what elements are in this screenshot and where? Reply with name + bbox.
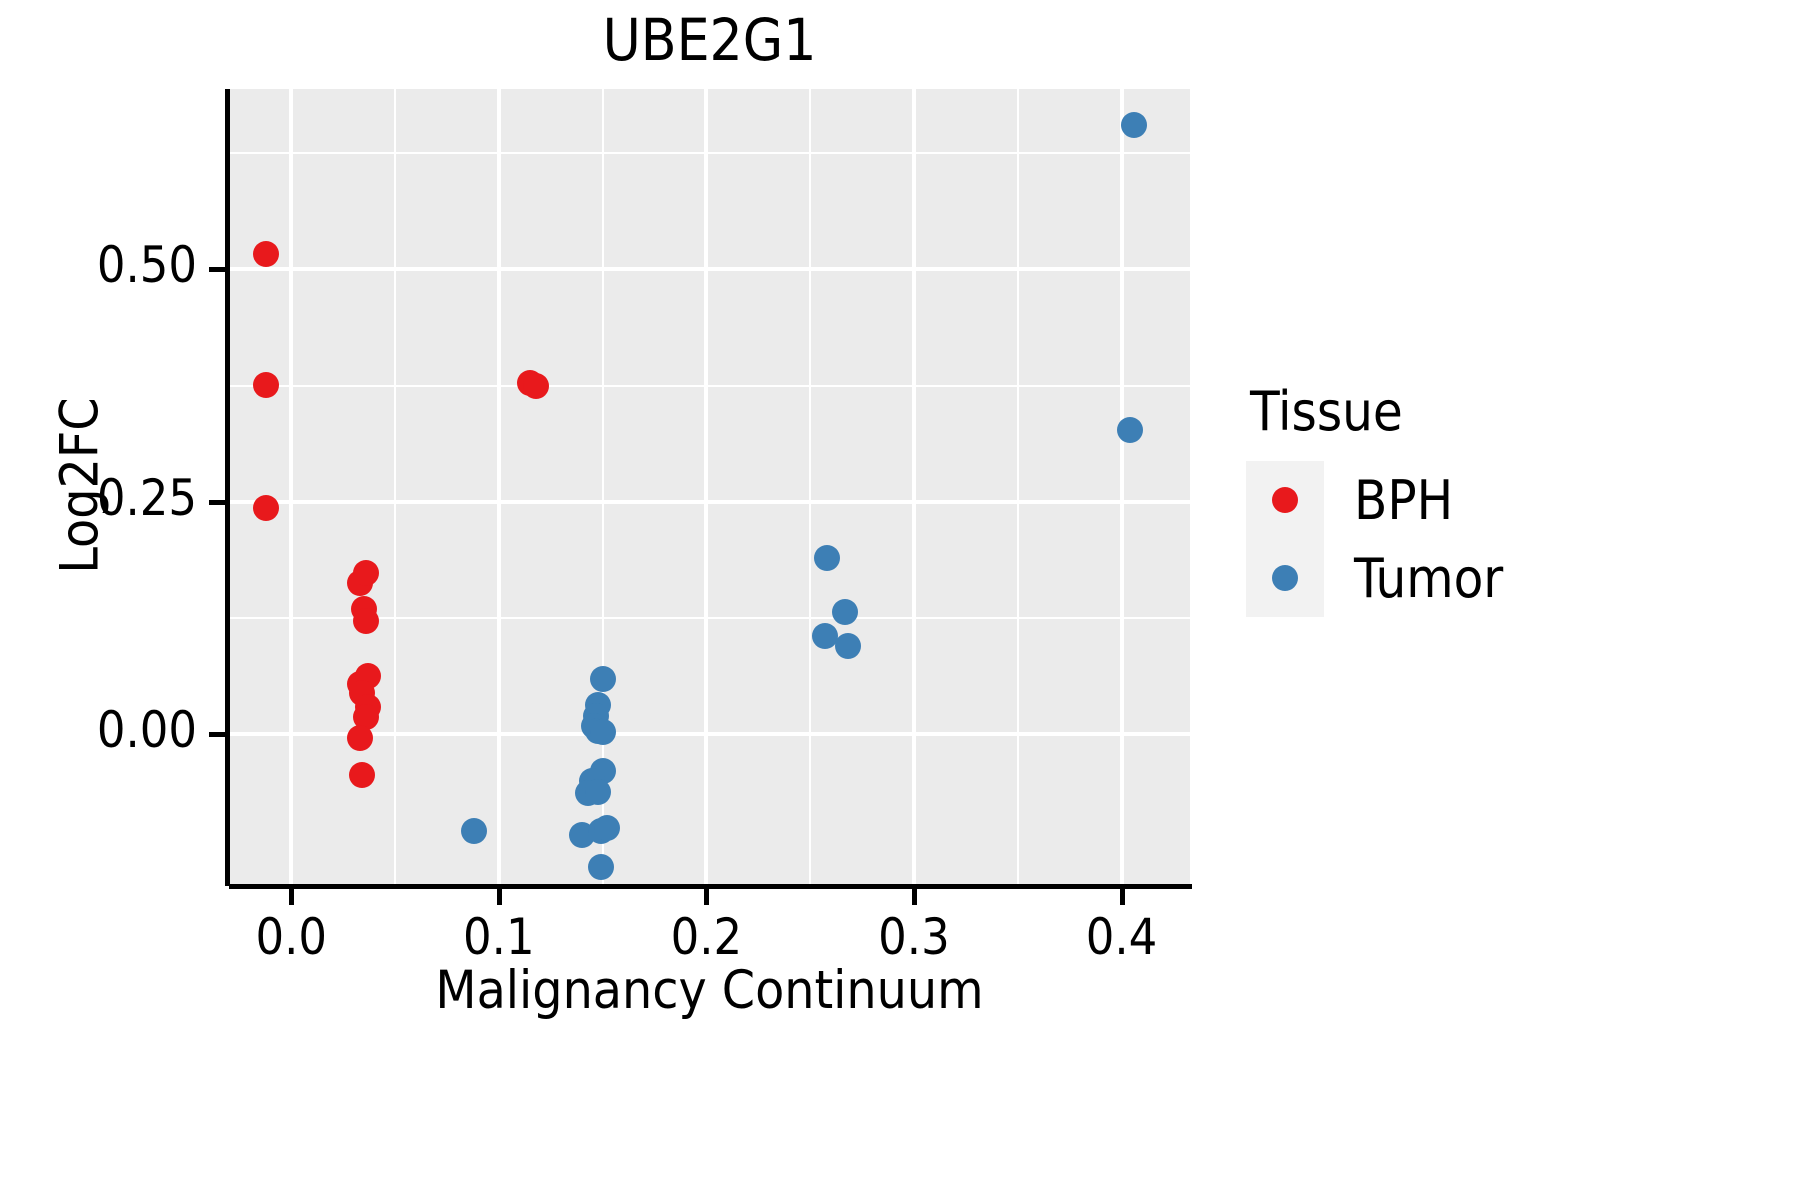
gridline-major-vertical — [496, 89, 501, 884]
legend-entries: BPH Tumor — [1246, 461, 1786, 617]
scatter-point-bph — [253, 240, 280, 267]
x-axis-line — [229, 884, 1192, 889]
x-axis-tick-label: 0.2 — [670, 908, 743, 966]
y-axis-line — [225, 89, 230, 886]
y-axis-tick-label: 0.25 — [96, 468, 197, 527]
gridline-minor-vertical — [809, 89, 812, 884]
scatter-point-bph — [523, 372, 550, 399]
x-axis-tick-label: 0.1 — [463, 908, 535, 966]
scatter-point-tumor — [813, 544, 840, 571]
scatter-point-tumor — [811, 622, 838, 649]
legend-entry-label: Tumor — [1354, 546, 1504, 610]
x-axis-title: Malignancy Continuum — [435, 960, 984, 1021]
gridline-major-vertical — [704, 89, 709, 884]
scatter-point-tumor — [832, 599, 859, 626]
x-axis-tick — [911, 889, 917, 905]
y-axis-tick-label: 0.00 — [96, 701, 197, 760]
legend-key-swatch — [1246, 461, 1324, 539]
legend-entry-label: BPH — [1354, 468, 1454, 532]
scatter-point-tumor — [1120, 112, 1147, 139]
gridline-minor-vertical — [1016, 89, 1019, 884]
x-axis-tick — [289, 889, 295, 905]
gridline-major-horizontal — [229, 732, 1190, 737]
scatter-point-tumor — [834, 632, 861, 659]
scatter-point-tumor — [1116, 417, 1143, 444]
scatter-point-tumor — [589, 666, 616, 693]
x-axis-tick-label: 0.3 — [878, 908, 950, 966]
gridline-major-horizontal — [229, 267, 1190, 272]
x-axis-tick — [704, 889, 710, 905]
gridline-minor-horizontal — [229, 384, 1190, 387]
scatter-point-bph — [253, 495, 280, 522]
y-axis-title: Log2FC — [49, 397, 111, 574]
y-axis-tick-label: 0.50 — [96, 236, 197, 295]
gridline-major-horizontal — [229, 499, 1190, 504]
gridline-minor-horizontal — [229, 152, 1190, 155]
scatter-point-bph — [348, 762, 375, 789]
gridline-minor-vertical — [601, 89, 604, 884]
legend-dot-icon — [1272, 565, 1298, 591]
scatter-point-tumor — [593, 815, 620, 842]
scatter-point-bph — [253, 371, 280, 398]
gridline-minor-horizontal — [229, 617, 1190, 620]
scatter-point-tumor — [587, 854, 614, 881]
plot-panel — [229, 89, 1190, 884]
x-axis-tick — [496, 889, 502, 905]
legend-entry-tumor[interactable]: Tumor — [1246, 539, 1786, 617]
legend-title: Tissue — [1250, 380, 1403, 443]
gridline-minor-vertical — [394, 89, 397, 884]
y-axis-tick — [209, 267, 226, 273]
legend-dot-icon — [1272, 487, 1298, 513]
y-axis-tick — [209, 499, 226, 505]
legend-key-swatch — [1246, 539, 1324, 617]
gridline-major-vertical — [289, 89, 294, 884]
x-axis-tick-label: 0.4 — [1085, 908, 1158, 966]
x-axis-tick — [1119, 889, 1125, 905]
scatter-point-bph — [346, 725, 373, 752]
scatter-point-tumor — [585, 778, 612, 805]
scatter-point-tumor — [460, 818, 487, 844]
page-title: UBE2G1 — [602, 6, 817, 74]
gridline-major-vertical — [911, 89, 916, 884]
scatter-point-bph — [352, 607, 379, 634]
y-axis-tick — [209, 732, 226, 738]
gridline-major-vertical — [1119, 89, 1124, 884]
x-axis-tick-label: 0.0 — [255, 908, 328, 966]
scatter-point-bph — [352, 560, 379, 587]
legend-entry-bph[interactable]: BPH — [1246, 461, 1786, 539]
legend: Tissue BPH Tumor — [1246, 380, 1786, 617]
scatter-point-tumor — [589, 719, 616, 746]
